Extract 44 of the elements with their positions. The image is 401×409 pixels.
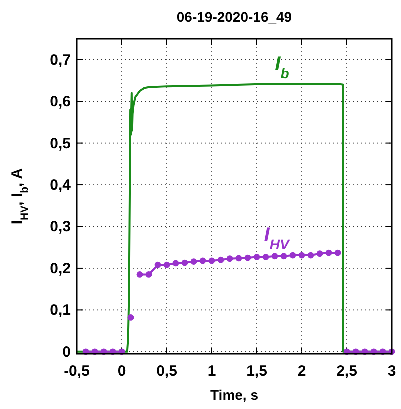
point [172,260,180,267]
x-tick-label: 1,5 [246,363,268,380]
point [164,262,170,268]
point [262,254,270,260]
y-tick-label: 0,3 [50,218,71,236]
x-tick-label: 2 [298,363,306,380]
y-tick-label: 0,4 [50,177,72,194]
point [146,272,152,278]
point [308,252,314,259]
point [254,254,260,260]
y-tick-label: 0,7 [50,52,71,69]
point [208,258,216,264]
point [298,252,306,259]
y-tick-label: 0,6 [50,94,71,111]
series-label: I$_{HV}$ [264,224,291,252]
y-tick-label: 0 [62,344,71,361]
x-tick-label: 0 [118,363,126,380]
x-tick-label: 0,5 [156,363,178,380]
point [226,256,234,262]
point [154,262,162,268]
point [182,260,188,266]
point [316,250,324,258]
point [290,252,296,259]
point [334,250,342,256]
y-tick-label: 0,2 [50,260,71,278]
point [200,258,206,264]
y-tick-label: 0,5 [50,135,71,152]
point [280,253,288,260]
x-tick-label: 3 [388,363,396,380]
point [128,314,134,321]
x-tick-label: 2,5 [336,363,358,380]
x-tick-label: -0,5 [64,363,90,380]
x-tick-label: 1 [208,363,216,380]
chart-title: 06-19-2020-16_49 [176,9,292,25]
y-tick-label: 0,1 [50,302,71,320]
point [272,253,278,260]
point [236,255,242,262]
point [190,258,198,265]
point [326,250,332,256]
point [136,272,144,278]
series-label: I$_{b}$ [275,53,290,82]
point [218,256,224,264]
x-axis-title: Time, s [210,387,259,403]
point [244,254,252,262]
